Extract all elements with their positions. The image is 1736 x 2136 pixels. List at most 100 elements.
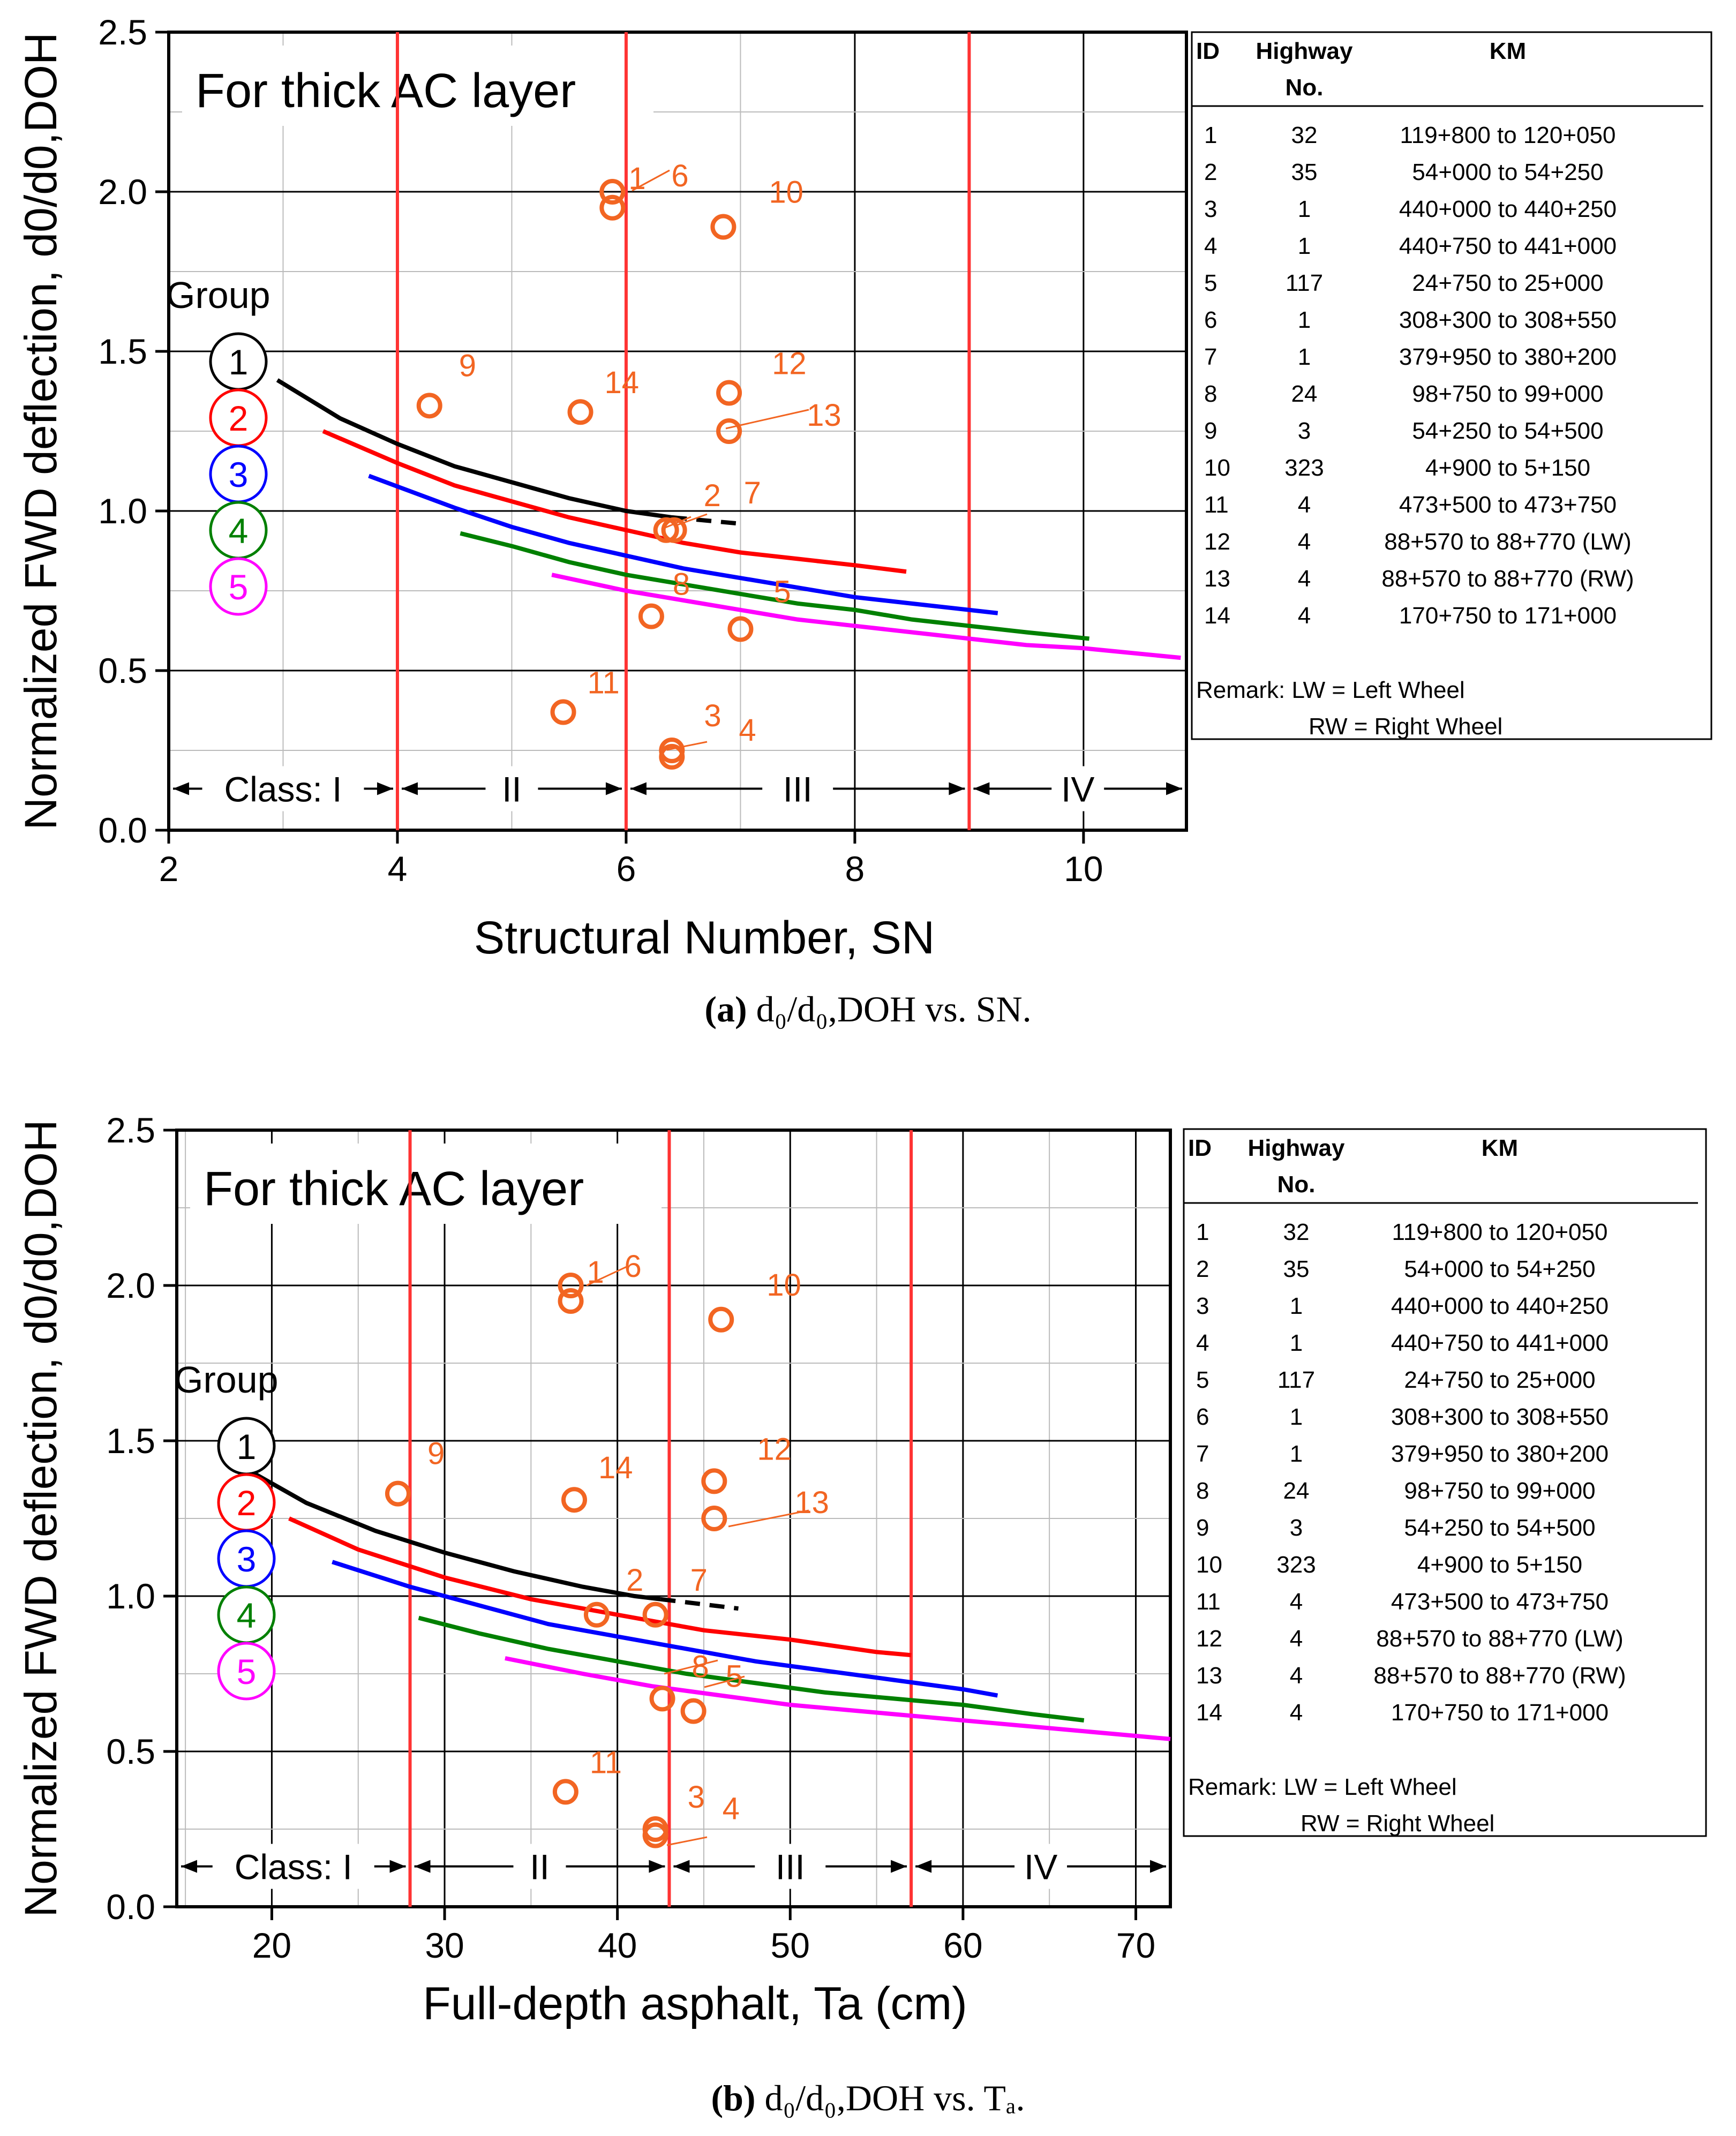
- table-cell-km: 308+300 to 308+550: [1399, 307, 1617, 333]
- group-legend-label-5: 5: [229, 567, 249, 607]
- data-point-13: [701, 1506, 727, 1531]
- table-cell-highway: 35: [1283, 1256, 1310, 1282]
- table-cell-id: 10: [1196, 1552, 1222, 1578]
- group-legend-circle-5: [217, 1642, 276, 1701]
- data-point-label-7: 7: [690, 1563, 708, 1598]
- x-tick-label: 50: [771, 1926, 810, 1965]
- table-cell-highway: 323: [1284, 455, 1324, 481]
- y-tick-label: 0.0: [98, 810, 147, 850]
- table-header-km: KM: [1490, 38, 1526, 64]
- x-tick-label: 30: [425, 1926, 464, 1965]
- group-1-curve: [276, 378, 672, 520]
- x-axis-label: Full-depth asphalt, Ta (cm): [423, 1978, 967, 2029]
- data-point-label-9: 9: [459, 348, 476, 383]
- class-arrow-head: [377, 782, 393, 795]
- data-point-label-7: 7: [744, 476, 761, 510]
- table-cell-highway: 4: [1290, 1626, 1303, 1652]
- table-cell-km: 440+750 to 441+000: [1399, 233, 1617, 259]
- class-label-background: [513, 1844, 566, 1889]
- y-axis-label: Normalized FWD deflection, d0/d0,DOH: [16, 32, 66, 830]
- table-cell-id: 9: [1196, 1515, 1209, 1541]
- data-point-2: [653, 517, 679, 543]
- table-cell-id: 4: [1204, 233, 1217, 259]
- table-cell-km: 88+570 to 88+770 (RW): [1381, 566, 1634, 592]
- table-cell-highway: 4: [1290, 1589, 1303, 1615]
- table-cell-highway: 4: [1298, 566, 1311, 592]
- class-label-background: [755, 1844, 826, 1889]
- table-cell-id: 11: [1204, 492, 1229, 518]
- table-cell-highway: 3: [1298, 418, 1311, 444]
- plot-frame: [167, 31, 1188, 832]
- table-cell-highway: 1: [1290, 1330, 1303, 1356]
- data-point-label-1: 1: [628, 161, 645, 196]
- table-cell-km: 88+570 to 88+770 (RW): [1373, 1663, 1626, 1689]
- table-cell-km: 4+900 to 5+150: [1417, 1552, 1582, 1578]
- group-legend-label-1: 1: [229, 342, 249, 382]
- class-label: Class: I: [224, 770, 342, 809]
- table-cell-id: 13: [1196, 1663, 1222, 1689]
- group-4-curve: [460, 531, 1089, 641]
- table-cell-highway: 1: [1298, 307, 1311, 333]
- data-point-label-6: 6: [671, 159, 688, 193]
- group-legend-label-1: 1: [237, 1427, 257, 1466]
- table-frame: [1183, 1128, 1707, 1837]
- chart-title: For thick AC layer: [196, 64, 576, 118]
- group-5-curve: [551, 573, 1181, 660]
- table-cell-km: 88+570 to 88+770 (LW): [1384, 529, 1632, 555]
- y-tick-label: 2.5: [98, 12, 147, 52]
- data-point-label-12: 12: [772, 346, 807, 381]
- x-tick-label: 70: [1116, 1926, 1155, 1965]
- data-point-label-3: 3: [688, 1780, 705, 1815]
- table-cell-highway: 4: [1298, 492, 1311, 518]
- table-cell-id: 6: [1196, 1404, 1209, 1430]
- table-cell-km: 54+250 to 54+500: [1404, 1515, 1595, 1541]
- data-point-label-14: 14: [598, 1450, 633, 1485]
- group-legend-label-2: 2: [229, 398, 249, 438]
- data-point-7: [661, 517, 687, 543]
- data-point-label-1: 1: [587, 1255, 604, 1290]
- data-point-label-10: 10: [769, 175, 803, 210]
- class-label: Class: I: [235, 1847, 352, 1887]
- table-cell-km: 54+250 to 54+500: [1412, 418, 1603, 444]
- table-cell-km: 379+950 to 380+200: [1391, 1441, 1609, 1467]
- point-leader-line: [632, 169, 670, 192]
- group-legend-label-3: 3: [229, 455, 249, 494]
- data-point-label-11: 11: [588, 665, 620, 700]
- group-legend-label-2: 2: [237, 1483, 257, 1523]
- table-cell-highway: 1: [1290, 1293, 1303, 1319]
- class-label: III: [776, 1847, 805, 1887]
- data-point-label-4: 4: [723, 1792, 740, 1826]
- table-cell-highway: 323: [1276, 1552, 1316, 1578]
- caption-a: (a) d₀/d₀,DOH vs. SN.: [0, 988, 1736, 1031]
- data-point-label-6: 6: [625, 1249, 642, 1284]
- table-cell-highway: 1: [1298, 196, 1311, 222]
- data-point-8: [638, 603, 664, 629]
- table-cell-id: 5: [1204, 270, 1217, 296]
- class-arrow-head: [673, 1860, 690, 1873]
- data-point-label-4: 4: [739, 713, 756, 748]
- table-cell-id: 14: [1196, 1699, 1222, 1726]
- group-2-curve: [288, 1516, 912, 1658]
- class-arrow-head: [401, 782, 418, 795]
- table-cell-highway: 4: [1298, 603, 1311, 629]
- class-label: III: [783, 770, 813, 809]
- table-cell-highway: 1: [1290, 1441, 1303, 1467]
- class-label: IV: [1024, 1847, 1057, 1887]
- class-arrow-head: [1166, 782, 1182, 795]
- group-2-curve: [322, 429, 907, 574]
- table-cell-km: 440+000 to 440+250: [1391, 1293, 1609, 1319]
- data-point-7: [642, 1601, 668, 1628]
- data-point-label-8: 8: [673, 567, 690, 602]
- table-cell-km: 4+900 to 5+150: [1425, 455, 1590, 481]
- data-point-8: [649, 1686, 675, 1712]
- class-arrow-head: [630, 782, 647, 795]
- table-cell-highway: 4: [1298, 529, 1311, 555]
- table-cell-km: 24+750 to 25+000: [1404, 1367, 1595, 1393]
- table-remark-1: Remark: LW = Left Wheel: [1188, 1774, 1457, 1800]
- y-tick-label: 2.5: [106, 1110, 155, 1150]
- data-point-1: [558, 1273, 584, 1298]
- class-arrow-head: [414, 1860, 431, 1873]
- x-tick-label: 6: [617, 849, 636, 889]
- class-label-background: [212, 1844, 374, 1889]
